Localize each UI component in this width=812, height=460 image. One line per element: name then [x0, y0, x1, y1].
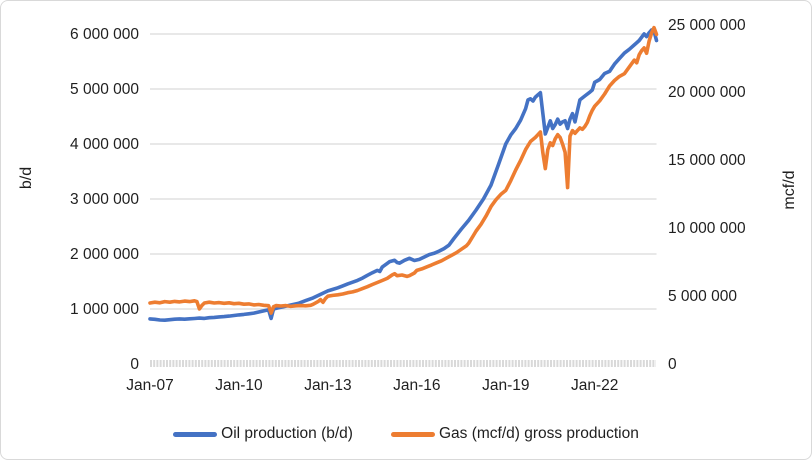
x-axis-tick-label: Jan-13: [304, 377, 352, 394]
oil-legend-line-swatch: [173, 431, 218, 437]
right-axis-tick-label: 10 000 000: [668, 219, 746, 237]
x-axis-tick-label: Jan-16: [393, 377, 441, 394]
x-axis-tick-label: Jan-07: [126, 377, 174, 394]
oil-legend-label: Oil production (b/d): [221, 425, 353, 442]
left-axis-tick-label: 2 000 000: [70, 245, 139, 263]
right-axis-tick-label: 0: [668, 355, 677, 373]
gas-legend-label: Gas (mcf/d) gross production: [438, 425, 639, 442]
right-axis-tick-label: 15 000 000: [668, 152, 746, 170]
left-axis-title: b/d: [18, 166, 35, 190]
x-axis-tick-label: Jan-19: [482, 377, 530, 394]
x-axis-tick-label: Jan-10: [215, 377, 263, 394]
left-axis-tick-label: 5 000 000: [70, 80, 139, 98]
left-axis-tick-label: 0: [130, 355, 139, 373]
horizontal-gridlines: [150, 33, 657, 310]
right-axis-tick-label: 20 000 000: [668, 84, 746, 102]
left-axis-tick-label: 1 000 000: [70, 300, 139, 318]
right-axis-title: mcf/d: [781, 170, 798, 210]
left-axis-tick-label: 6 000 000: [70, 25, 139, 43]
right-axis-tick-label: 5 000 000: [668, 287, 737, 305]
oil-series-line[interactable]: [148, 28, 659, 323]
left-axis-tick-label: 3 000 000: [70, 190, 139, 208]
legend: Oil production (b/d) Gas (mcf/d) gross p…: [1, 420, 811, 448]
x-axis-tick-label: Jan-22: [571, 377, 619, 394]
legend-item-oil[interactable]: Oil production (b/d): [173, 425, 353, 443]
gas-series-line[interactable]: [148, 25, 659, 315]
left-axis-tick-label: 4 000 000: [70, 135, 139, 153]
right-axis-tick-label: 25 000 000: [668, 16, 746, 34]
gas-legend-line-swatch: [390, 431, 435, 437]
legend-item-gas[interactable]: Gas (mcf/d) gross production: [390, 425, 639, 443]
